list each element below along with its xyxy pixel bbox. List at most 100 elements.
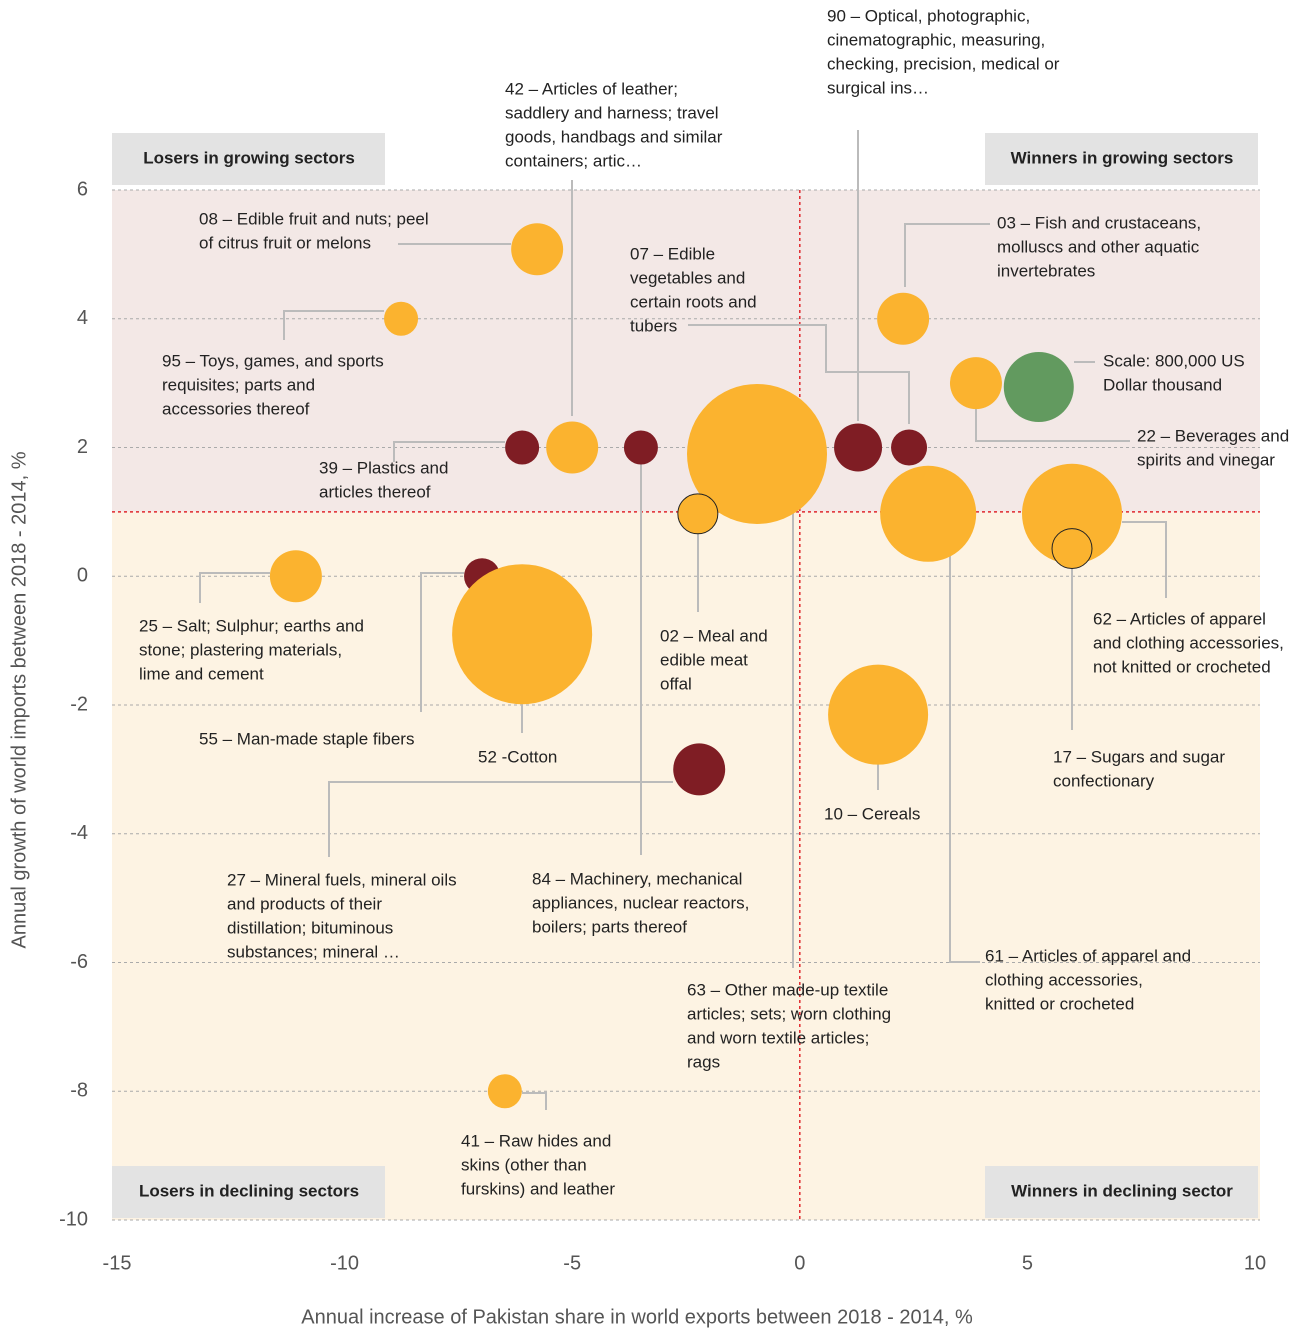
y-tick-label: -4 bbox=[70, 822, 88, 844]
leader-line bbox=[975, 406, 1130, 442]
bubble bbox=[1003, 351, 1074, 422]
point-label: 22 – Beverages and bbox=[1137, 426, 1289, 445]
point-label: boilers; parts thereof bbox=[532, 917, 687, 936]
point-label: articles; sets; worn clothing bbox=[687, 1004, 891, 1023]
point-label: accessories thereof bbox=[162, 399, 310, 418]
point-label: appliances, nuclear reactors, bbox=[532, 893, 749, 912]
quadrant-box bbox=[985, 1166, 1258, 1218]
leader-line bbox=[904, 223, 990, 287]
bubble bbox=[269, 550, 322, 603]
y-tick-label: -2 bbox=[70, 693, 88, 715]
point-label: molluscs and other aquatic bbox=[997, 237, 1200, 256]
quadrant-box bbox=[985, 133, 1258, 185]
bubble bbox=[828, 664, 929, 765]
point-label: skins (other than bbox=[461, 1155, 587, 1174]
leader-line bbox=[949, 540, 980, 963]
y-tick-label: 0 bbox=[77, 565, 88, 587]
x-axis-label: Annual increase of Pakistan share in wor… bbox=[301, 1306, 973, 1328]
point-label: Dollar thousand bbox=[1103, 375, 1222, 394]
leader-line bbox=[522, 1092, 547, 1110]
leader-line bbox=[199, 572, 270, 603]
bubble bbox=[511, 223, 564, 276]
quadrant-box bbox=[112, 1166, 385, 1218]
bubble bbox=[949, 357, 1002, 410]
quadrant-label: Winners in growing sectors bbox=[1011, 148, 1234, 167]
quadrant-label: Losers in growing sectors bbox=[143, 148, 355, 167]
point-label: stone; plastering materials, bbox=[139, 640, 342, 659]
point-label: cinematographic, measuring, bbox=[827, 30, 1045, 49]
point-label: 62 – Articles of apparel bbox=[1093, 609, 1266, 628]
bubble bbox=[1051, 528, 1093, 570]
leader-line bbox=[328, 781, 673, 857]
y-tick-label: -10 bbox=[59, 1208, 88, 1230]
point-label: 61 – Articles of apparel and bbox=[985, 946, 1191, 965]
point-label: saddlery and harness; travel bbox=[505, 103, 719, 122]
point-label: clothing accessories, bbox=[985, 970, 1143, 989]
point-label: surgical ins… bbox=[827, 78, 929, 97]
x-tick-label: -15 bbox=[103, 1252, 132, 1274]
x-tick-label: 0 bbox=[794, 1252, 805, 1274]
leader-line bbox=[420, 572, 464, 712]
y-tick-label: 6 bbox=[77, 178, 88, 200]
point-label: 10 – Cereals bbox=[824, 804, 920, 823]
point-label: not knitted or crocheted bbox=[1093, 657, 1271, 676]
leader-line bbox=[688, 324, 910, 424]
y-tick-label: 2 bbox=[77, 436, 88, 458]
point-label: 42 – Articles of leather; bbox=[505, 79, 678, 98]
point-label: 52 -Cotton bbox=[478, 747, 557, 766]
bubble bbox=[687, 383, 828, 524]
quadrant-label: Winners in declining sector bbox=[1011, 1181, 1233, 1200]
bubble bbox=[891, 429, 928, 466]
leader-line bbox=[393, 441, 505, 462]
leader-line bbox=[1122, 521, 1167, 598]
region-declining bbox=[112, 511, 1260, 1220]
y-axis-label: Annual growth of world imports between 2… bbox=[8, 451, 30, 948]
quadrant-label: Losers in declining sectors bbox=[139, 1181, 359, 1200]
point-label: certain roots and bbox=[630, 292, 757, 311]
point-label: 90 – Optical, photographic, bbox=[827, 6, 1030, 25]
bubble bbox=[673, 743, 726, 796]
x-tick-label: 10 bbox=[1244, 1252, 1266, 1274]
point-label: 25 – Salt; Sulphur; earths and bbox=[139, 616, 364, 635]
point-label: 17 – Sugars and sugar bbox=[1053, 747, 1225, 766]
point-label: 55 – Man-made staple fibers bbox=[199, 729, 414, 748]
point-label: substances; mineral … bbox=[227, 942, 400, 961]
x-tick-label: -10 bbox=[330, 1252, 359, 1274]
x-tick-label: 5 bbox=[1022, 1252, 1033, 1274]
bubble bbox=[877, 292, 930, 345]
bubble bbox=[834, 423, 883, 472]
point-label: articles thereof bbox=[319, 482, 431, 501]
bubble bbox=[452, 564, 593, 705]
leader-line bbox=[283, 310, 384, 340]
point-label: rags bbox=[687, 1052, 720, 1071]
y-tick-label: -6 bbox=[70, 951, 88, 973]
point-label: 02 – Meal and bbox=[660, 626, 768, 645]
point-label: invertebrates bbox=[997, 261, 1095, 280]
point-label: confectionary bbox=[1053, 771, 1155, 790]
bubble bbox=[546, 421, 599, 474]
point-label: 27 – Mineral fuels, mineral oils bbox=[227, 870, 457, 889]
point-label: checking, precision, medical or bbox=[827, 54, 1060, 73]
point-label: 39 – Plastics and bbox=[319, 458, 448, 477]
point-label: vegetables and bbox=[630, 268, 745, 287]
bubble bbox=[880, 465, 977, 562]
point-label: edible meat bbox=[660, 650, 748, 669]
point-label: 07 – Edible bbox=[630, 244, 715, 263]
point-label: and clothing accessories, bbox=[1093, 633, 1284, 652]
point-label: containers; artic… bbox=[505, 151, 642, 170]
point-label: requisites; parts and bbox=[162, 375, 315, 394]
point-label: 08 – Edible fruit and nuts; peel bbox=[199, 209, 429, 228]
point-label: lime and cement bbox=[139, 664, 264, 683]
bubble bbox=[623, 430, 658, 465]
point-label: distillation; bituminous bbox=[227, 918, 393, 937]
bubble bbox=[505, 430, 540, 465]
point-label: 63 – Other made-up textile bbox=[687, 980, 888, 999]
point-label: goods, handbags and similar bbox=[505, 127, 723, 146]
bubble bbox=[1022, 463, 1123, 564]
point-label: 41 – Raw hides and bbox=[461, 1131, 611, 1150]
bubble bbox=[677, 493, 719, 535]
point-label: spirits and vinegar bbox=[1137, 450, 1275, 469]
bubble bbox=[384, 301, 419, 336]
bubble bbox=[487, 1074, 522, 1109]
